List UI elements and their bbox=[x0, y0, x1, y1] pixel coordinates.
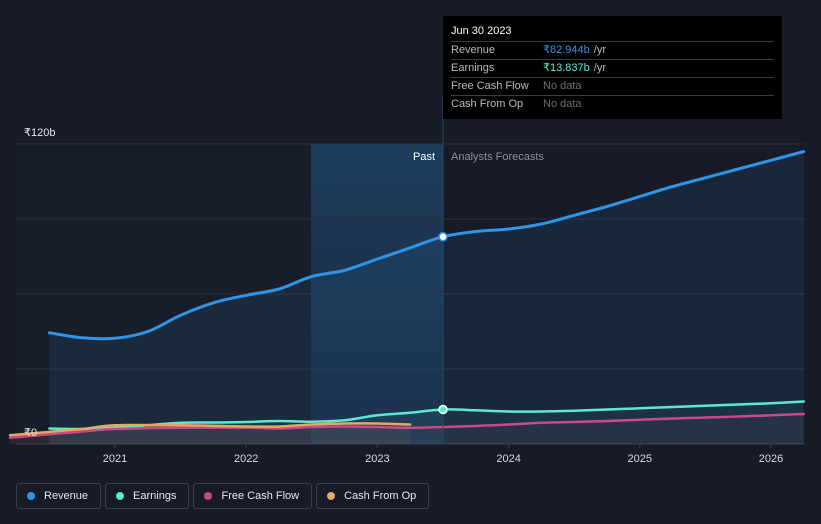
x-axis: 2021 2022 2023 2024 2025 2026 bbox=[103, 444, 783, 465]
series-area bbox=[49, 151, 804, 444]
legend-dot-icon bbox=[327, 492, 336, 500]
tooltip-date: Jun 30 2023 bbox=[451, 22, 774, 42]
forecast-label: Analysts Forecasts bbox=[451, 151, 544, 163]
legend-label: Earnings bbox=[133, 490, 177, 502]
tooltip-value: ₹13.837b bbox=[543, 62, 590, 74]
x-tick-label: 2026 bbox=[759, 453, 783, 465]
highlight-point bbox=[438, 232, 448, 242]
series-line bbox=[48, 400, 806, 431]
legend-dot-icon bbox=[116, 492, 125, 500]
highlight-points bbox=[438, 232, 448, 415]
legend-item-free-cash-flow[interactable]: Free Cash Flow bbox=[193, 483, 313, 509]
tooltip-row-cash-from-op: Cash From Op No data bbox=[451, 96, 774, 113]
gridlines bbox=[16, 143, 805, 445]
y-tick-label: ₹0 bbox=[24, 427, 37, 439]
tooltip-unit: /yr bbox=[593, 44, 606, 56]
tooltip-label: Revenue bbox=[451, 44, 496, 56]
legend-dot-icon bbox=[204, 492, 213, 500]
legend-dot-icon bbox=[27, 492, 35, 500]
legend-item-earnings[interactable]: Earnings bbox=[105, 483, 190, 509]
series-line bbox=[8, 422, 412, 437]
x-tick-label: 2024 bbox=[496, 453, 520, 465]
tooltip-value: No data bbox=[543, 98, 582, 110]
x-tick-label: 2025 bbox=[628, 453, 652, 465]
legend-label: Cash From Op bbox=[344, 490, 417, 502]
tooltip-row-revenue: Revenue ₹82.944b /yr bbox=[451, 42, 774, 60]
series-line bbox=[8, 412, 806, 440]
legend-item-revenue[interactable]: Revenue bbox=[16, 483, 102, 509]
tooltip-value: No data bbox=[543, 80, 582, 92]
x-tick-label: 2022 bbox=[234, 453, 258, 465]
series-line bbox=[47, 150, 806, 341]
legend-item-cash-from-op[interactable]: Cash From Op bbox=[316, 483, 430, 509]
tooltip-unit: /yr bbox=[593, 62, 606, 74]
legend-label: Free Cash Flow bbox=[221, 490, 300, 502]
tooltip: Jun 30 2023 Revenue ₹82.944b /yr Earning… bbox=[443, 16, 782, 119]
tooltip-row-free-cash-flow: Free Cash Flow No data bbox=[451, 78, 774, 96]
tooltip-label: Cash From Op bbox=[451, 98, 524, 110]
tooltip-value: ₹82.944b bbox=[543, 44, 590, 56]
x-tick-label: 2021 bbox=[103, 453, 127, 465]
past-label: Past bbox=[413, 151, 435, 163]
series-area bbox=[49, 401, 804, 444]
tooltip-row-earnings: Earnings ₹13.837b /yr bbox=[451, 60, 774, 78]
tooltip-label: Earnings bbox=[451, 62, 495, 74]
x-tick-label: 2023 bbox=[365, 453, 389, 465]
legend: Revenue Earnings Free Cash Flow Cash Fro… bbox=[16, 483, 430, 509]
tooltip-label: Free Cash Flow bbox=[451, 80, 529, 92]
highlight-point bbox=[438, 404, 448, 415]
y-tick-label: ₹120b bbox=[24, 127, 55, 139]
series-lines bbox=[8, 150, 806, 440]
legend-label: Revenue bbox=[44, 490, 89, 502]
